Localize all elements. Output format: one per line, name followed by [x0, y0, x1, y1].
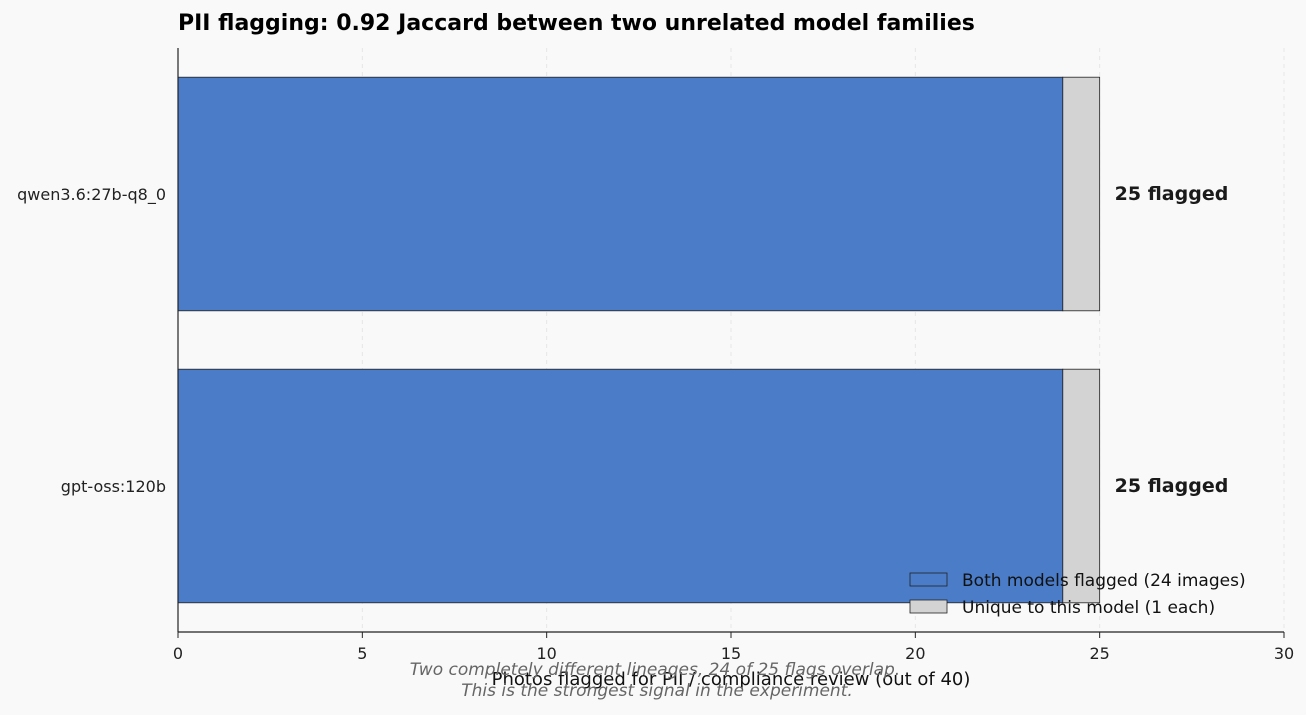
legend: Both models flagged (24 images) Unique to… [909, 571, 1246, 618]
bar-segment-unique [1062, 76, 1101, 312]
legend-swatch [909, 599, 948, 614]
x-tick-label: 10 [536, 644, 556, 663]
legend-swatch [909, 572, 948, 587]
x-axis-label: Photos flagged for PII / compliance revi… [492, 669, 971, 690]
legend-label: Unique to this model (1 each) [962, 598, 1215, 618]
category-label: qwen3.6:27b-q8_0 [17, 185, 166, 205]
x-tick-label: 15 [721, 644, 741, 663]
footnote-line-1: Two completely different lineages, 24 of… [410, 660, 900, 680]
x-tick-label: 0 [173, 644, 183, 663]
bars [177, 76, 1101, 604]
x-tick-label: 30 [1274, 644, 1294, 663]
bar-segment-both [177, 76, 1064, 312]
bar-segment-unique [1062, 368, 1101, 604]
x-tick-label: 25 [1089, 644, 1109, 663]
bar-segment-both [177, 368, 1064, 604]
x-tick-label: 5 [357, 644, 367, 663]
legend-label: Both models flagged (24 images) [962, 571, 1246, 591]
value-label: 25 flagged [1115, 475, 1229, 497]
chart-title: PII flagging: 0.92 Jaccard between two u… [178, 11, 975, 36]
x-tick-label: 20 [905, 644, 925, 663]
value-label: 25 flagged [1115, 183, 1229, 205]
category-label: gpt-oss:120b [61, 477, 166, 496]
axes: 0 5 10 15 20 25 30 [173, 48, 1294, 663]
labels: qwen3.6:27b-q8_0 25 flagged gpt-oss:120b 25… [17, 183, 1228, 497]
footnote-line-2: This is the strongest signal in the expe… [461, 681, 853, 701]
